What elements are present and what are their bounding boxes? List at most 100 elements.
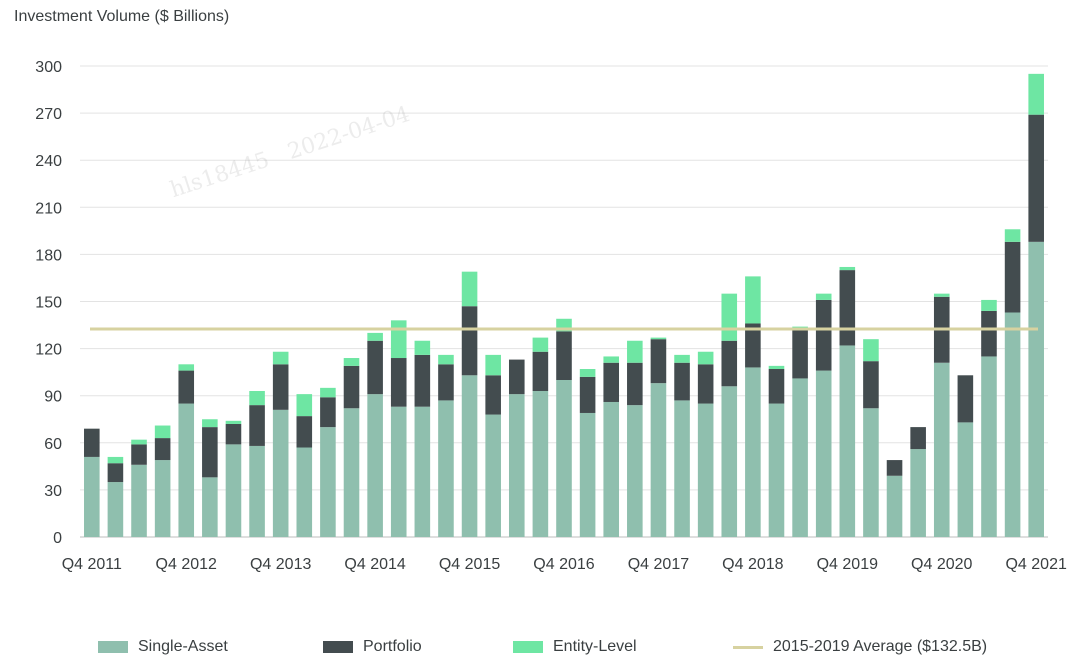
bar-portfolio bbox=[532, 351, 549, 391]
y-tick-label: 120 bbox=[35, 342, 62, 359]
bar-entity-level bbox=[107, 456, 124, 464]
bar-entity-level bbox=[603, 356, 620, 363]
bar-portfolio bbox=[745, 323, 761, 368]
x-tick-label: Q4 2019 bbox=[817, 556, 878, 573]
bar-single-asset bbox=[367, 394, 383, 537]
bar-portfolio bbox=[461, 306, 478, 376]
bar-entity-level bbox=[792, 326, 808, 329]
bar-entity-level bbox=[815, 293, 832, 300]
bar-entity-level bbox=[933, 293, 950, 297]
bar-portfolio bbox=[508, 359, 525, 395]
bar-single-asset bbox=[910, 449, 926, 537]
bar-single-asset bbox=[84, 456, 100, 537]
bar-single-asset bbox=[485, 414, 501, 537]
bar-single-asset bbox=[532, 390, 549, 537]
bar-entity-level bbox=[697, 351, 714, 365]
bar-single-asset bbox=[627, 405, 643, 537]
bar-portfolio bbox=[249, 405, 265, 446]
bar-entity-level bbox=[296, 394, 313, 417]
bar-single-asset bbox=[1028, 241, 1044, 537]
bar-portfolio bbox=[131, 444, 147, 465]
legend-swatch-single-asset bbox=[98, 641, 128, 653]
bar-entity-level bbox=[1028, 73, 1044, 115]
bar-portfolio bbox=[768, 369, 785, 404]
bar-portfolio bbox=[886, 460, 903, 476]
bar-single-asset bbox=[957, 422, 974, 537]
bar-entity-level bbox=[249, 390, 265, 406]
bar-single-asset bbox=[603, 401, 620, 537]
bar-entity-level bbox=[981, 299, 997, 311]
legend-label-single-asset: Single-Asset bbox=[138, 638, 228, 655]
bar-single-asset bbox=[933, 362, 950, 537]
bar-single-asset bbox=[839, 345, 856, 537]
bar-portfolio bbox=[272, 364, 289, 410]
legend-label-average: 2015-2019 Average ($132.5B) bbox=[773, 638, 988, 655]
x-tick-label: Q4 2020 bbox=[911, 556, 972, 573]
bar-single-asset bbox=[697, 403, 714, 537]
bar-portfolio bbox=[225, 423, 242, 445]
bar-single-asset bbox=[272, 409, 289, 537]
bar-portfolio bbox=[84, 428, 100, 457]
bar-portfolio bbox=[792, 328, 808, 379]
bar-entity-level bbox=[768, 365, 785, 370]
legend-label-portfolio: Portfolio bbox=[363, 638, 422, 655]
bar-single-asset bbox=[886, 475, 903, 537]
bar-single-asset bbox=[131, 464, 147, 537]
bar-entity-level bbox=[627, 340, 643, 363]
bar-portfolio bbox=[320, 397, 336, 428]
bar-portfolio bbox=[650, 339, 667, 384]
bar-single-asset bbox=[154, 460, 171, 537]
bar-entity-level bbox=[485, 354, 501, 376]
bar-single-asset bbox=[107, 482, 124, 537]
x-tick-label: Q4 2011 bbox=[62, 556, 122, 573]
bar-single-asset bbox=[249, 445, 265, 537]
bar-portfolio bbox=[556, 331, 572, 380]
bar-portfolio bbox=[202, 427, 218, 478]
y-tick-label: 90 bbox=[44, 389, 62, 406]
bar-entity-level bbox=[745, 276, 761, 324]
bar-single-asset bbox=[674, 400, 690, 537]
legend-item-portfolio: Portfolio bbox=[323, 638, 422, 656]
bar-single-asset bbox=[320, 427, 336, 537]
bar-single-asset bbox=[414, 406, 431, 537]
bar-entity-level bbox=[721, 293, 738, 341]
bar-portfolio bbox=[839, 270, 856, 346]
y-tick-label: 150 bbox=[35, 295, 62, 312]
bar-entity-level bbox=[461, 271, 478, 307]
bar-portfolio bbox=[438, 364, 454, 401]
bar-entity-level bbox=[390, 320, 407, 359]
bar-entity-level bbox=[579, 369, 596, 377]
legend-label-entity-level: Entity-Level bbox=[553, 638, 637, 655]
bar-portfolio bbox=[981, 310, 997, 357]
y-tick-label: 30 bbox=[44, 483, 62, 500]
bar-portfolio bbox=[674, 362, 690, 401]
bar-entity-level bbox=[154, 425, 171, 439]
x-tick-label: Q4 2018 bbox=[722, 556, 783, 573]
bar-entity-level bbox=[650, 337, 667, 340]
x-tick-label: Q4 2016 bbox=[533, 556, 594, 573]
bar-entity-level bbox=[178, 364, 195, 371]
bar-single-asset bbox=[745, 367, 761, 537]
x-tick-label: Q4 2021 bbox=[1005, 556, 1066, 573]
legend-swatch-portfolio bbox=[323, 641, 353, 653]
bars bbox=[84, 73, 1044, 537]
bar-entity-level bbox=[343, 358, 360, 366]
legend-swatch-average bbox=[733, 645, 763, 649]
bar-single-asset bbox=[461, 375, 478, 537]
y-tick-label: 180 bbox=[35, 247, 62, 264]
bar-entity-level bbox=[320, 387, 336, 398]
bar-single-asset bbox=[792, 378, 808, 537]
y-tick-label: 300 bbox=[35, 59, 62, 76]
bar-portfolio bbox=[154, 438, 171, 461]
legend-swatch-entity-level bbox=[513, 641, 543, 653]
bar-portfolio bbox=[697, 364, 714, 404]
bar-portfolio bbox=[603, 362, 620, 402]
bar-portfolio bbox=[863, 361, 879, 409]
bar-portfolio bbox=[107, 463, 124, 483]
x-tick-label: Q4 2014 bbox=[344, 556, 405, 573]
y-tick-label: 60 bbox=[44, 436, 62, 453]
legend: Single-Asset Portfolio Entity-Level 2015… bbox=[98, 638, 1058, 660]
y-axis-ticks: 0 30 60 90 120 150 180 210 240 270 300 bbox=[35, 59, 62, 547]
bar-single-asset bbox=[296, 447, 313, 537]
